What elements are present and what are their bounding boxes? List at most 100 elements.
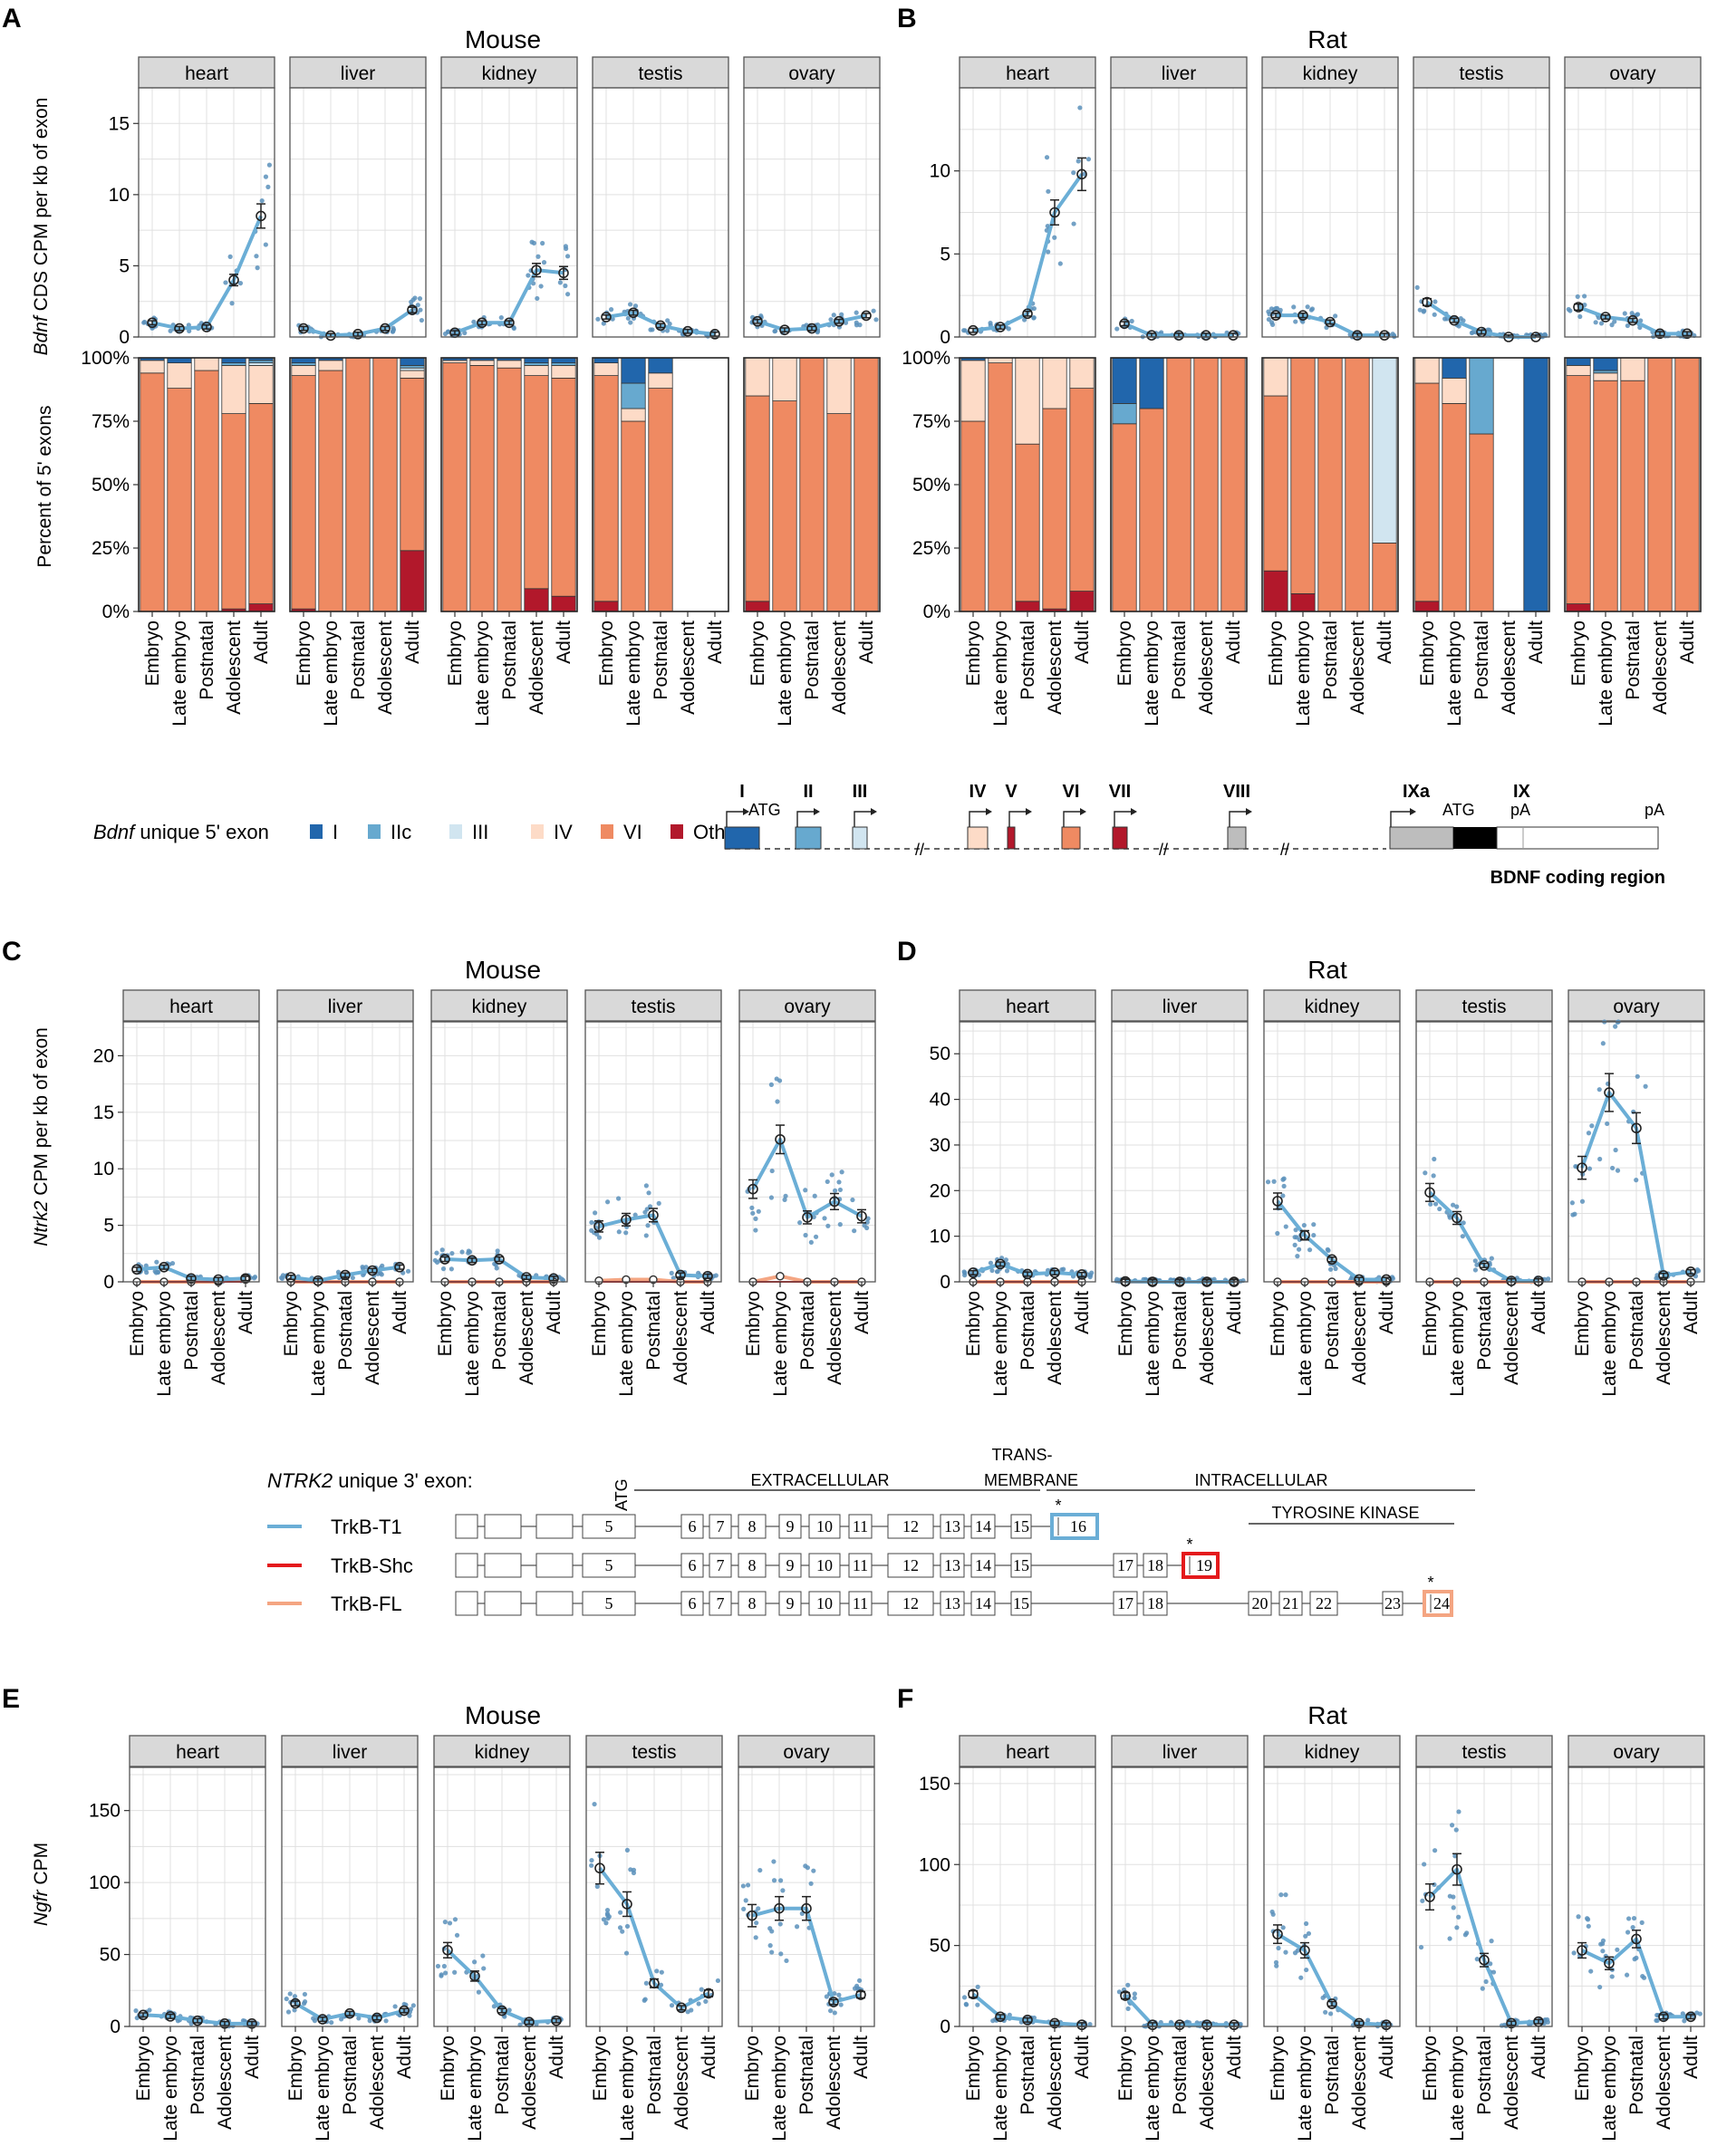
- chart-c-xtick-label: Postnatal: [335, 1291, 356, 1371]
- chart-a-expr-point: [625, 315, 631, 321]
- chart-e-xtick-label: Adult: [699, 2036, 719, 2079]
- chart-d-heart-strip: [959, 989, 1096, 1022]
- chart-d-mean-point: [1022, 1268, 1033, 1280]
- chart-b-expr-mean-point: [1682, 328, 1693, 340]
- chart-b-pct-bar-segment-IIc: [1469, 357, 1494, 435]
- chart-d-point: [1333, 1266, 1338, 1272]
- chart-a-pct-bar-segment-IV: [745, 357, 770, 397]
- chart-b-pct-bar-segment-VI: [1647, 357, 1673, 612]
- chart-a-pct-bar-segment-Others: [593, 601, 619, 612]
- chart-c-liver-strip-label: liver: [328, 996, 363, 1017]
- chart-e-xtick-label: Adolescent: [671, 2036, 692, 2130]
- chart-c-point: [616, 1229, 622, 1235]
- chart-b-expr-mean-point: [1654, 328, 1665, 340]
- chart-a-pct-bar-segment-VI: [469, 364, 495, 612]
- chart-a-expr-point: [831, 313, 836, 318]
- chart-a-expr-ytick-label: 0: [119, 327, 130, 348]
- chart-e-point: [767, 1943, 773, 1949]
- chart-b-pct-bar-segment-VI: [1139, 408, 1164, 612]
- bdnf-break-mark: //: [1280, 841, 1289, 859]
- chart-c-point: [670, 1275, 676, 1281]
- chart-c-testis-strip-label: testis: [631, 996, 675, 1017]
- chart-e-kidney-strip: [433, 1735, 571, 1767]
- chart-e-xtick-label: Adolescent: [824, 2036, 844, 2130]
- ntrk2-shc-exon-label-10: 10: [816, 1556, 833, 1574]
- chart-a-expr-liver-strip-label: liver: [341, 63, 376, 84]
- chart-d-point: [1292, 1242, 1297, 1247]
- chart-e-point: [767, 1926, 773, 1931]
- panel-label-f: F: [897, 1684, 913, 1714]
- chart-b-pct-bar-segment-VI: [1674, 357, 1700, 612]
- ntrk2-t1-exon-label-6: 6: [689, 1517, 697, 1535]
- ntrk2-fl-exon-13: [940, 1591, 965, 1616]
- chart-c-point: [615, 1196, 622, 1201]
- chart-e-liver-strip-label: liver: [333, 1742, 368, 1763]
- chart-d-kidney-strip-label: kidney: [1305, 996, 1360, 1017]
- chart-f-point: [1451, 1905, 1456, 1911]
- chart-d-mean-point: [1604, 1087, 1615, 1098]
- bdnf-legend-title-rest: unique 5' exon: [134, 821, 269, 843]
- chart-e-xtick-label: Late embryo: [769, 2036, 790, 2142]
- chart-f-xtick-label: Postnatal: [1626, 2036, 1647, 2115]
- chart-a-expr-point: [529, 239, 535, 245]
- chart-c-point: [839, 1169, 844, 1175]
- chart-b-pct-bar-segment-I: [1442, 357, 1467, 379]
- chart-a-pct-bar-segment-IIc: [221, 362, 246, 366]
- chart-a-pct-heart-panel: [138, 357, 275, 612]
- chart-c-point: [155, 1269, 160, 1275]
- chart-a-expr-point: [223, 280, 228, 285]
- chart-d-point: [1280, 1177, 1286, 1182]
- chart-b-expr-mean-point: [1022, 308, 1033, 320]
- chart-b-expr-point: [1077, 105, 1083, 111]
- chart-c-xtick-label: Postnatal: [489, 1291, 510, 1371]
- ntrk2-shc-exon-12: [887, 1553, 934, 1578]
- chart-d-point: [1283, 1224, 1288, 1229]
- chart-a-expr-mean-point: [477, 317, 487, 329]
- chart-d-point: [1004, 1268, 1010, 1274]
- chart-b-pct-bar-segment-III: [1372, 357, 1397, 544]
- bdnf-exon-label-IXa: IXa: [1403, 782, 1431, 802]
- chart-f-point: [1464, 1930, 1470, 1936]
- chart-c-kidney-strip-label: kidney: [472, 996, 527, 1017]
- chart-e-point: [628, 1867, 633, 1872]
- ntrk2-fl-exon-17: [1113, 1591, 1138, 1616]
- ntrk2-fl-exon-15: [1010, 1591, 1032, 1616]
- chart-a-expr-panel-border: [440, 87, 578, 338]
- chart-a-expr-point: [229, 301, 235, 306]
- chart-a-expr-point: [563, 283, 568, 289]
- chart-e-xtick-label: Embryo: [742, 2036, 763, 2101]
- chart-e-point: [832, 2010, 837, 2016]
- chart-a-expr-point: [628, 320, 633, 325]
- bdnf-exon-VIII: [1227, 826, 1247, 850]
- chart-f-mean-point: [1272, 1929, 1283, 1939]
- chart-f-point: [1694, 2010, 1700, 2016]
- chart-f-point: [1273, 1959, 1279, 1965]
- chart-e-ytick-label: 50: [100, 1945, 121, 1966]
- chart-c-testis-panel: [584, 1021, 722, 1286]
- chart-f-ovary-strip-label: ovary: [1613, 1742, 1660, 1763]
- chart-d-liver-strip-label: liver: [1162, 996, 1198, 1017]
- bdnf-tss-arrow: [1114, 811, 1134, 827]
- chart-f-xtick-label: Postnatal: [1170, 2036, 1191, 2115]
- chart-e-point: [754, 1920, 759, 1926]
- chart-b-pct-bar-segment-VI: [1372, 543, 1397, 612]
- chart-f-point: [1597, 1984, 1603, 1990]
- chart-f-point: [1456, 1914, 1461, 1920]
- chart-b-pct-ytick-label: 25%: [912, 538, 950, 559]
- chart-b-pct-bar-segment-I: [1566, 357, 1591, 366]
- chart-b-expr-point: [1542, 332, 1548, 337]
- chart-f-point: [1452, 1853, 1458, 1859]
- ntrk2-fl-exon-label-11: 11: [853, 1594, 868, 1612]
- bdnf-exon-V: [1007, 826, 1016, 850]
- chart-c-point: [378, 1271, 383, 1276]
- chart-e-point: [589, 1862, 594, 1868]
- chart-a-pct-ytick-label: 50%: [92, 475, 130, 496]
- chart-a-expr-mean-point: [628, 307, 639, 319]
- chart-f-kidney-panel: [1263, 1766, 1401, 2031]
- chart-a-pct-xtick-label: Adolescent: [224, 621, 245, 715]
- chart-b-expr-mean-point: [968, 324, 979, 336]
- chart-f-mean-point: [1631, 1933, 1642, 1945]
- chart-a-expr-mean-point: [558, 267, 569, 279]
- chart-b-pct-bar-segment-IV: [960, 360, 986, 422]
- ntrk2-shc-exon-5utr: [484, 1553, 522, 1578]
